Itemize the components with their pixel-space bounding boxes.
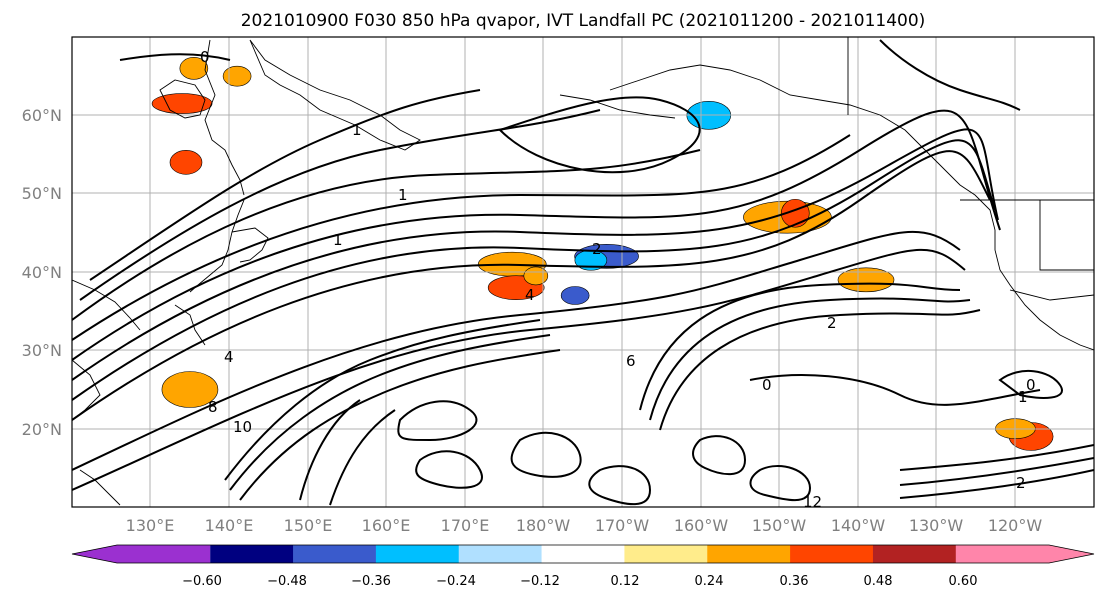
contour-label: 12	[803, 493, 822, 511]
colorbar-tick-label: 0.24	[695, 574, 724, 589]
colorbar-segments	[72, 545, 1094, 563]
qvapor-shaded-region	[560, 286, 590, 305]
lon-label: 150°W	[752, 516, 807, 535]
qvapor-shaded-region	[169, 150, 203, 175]
lat-label: 40°N	[22, 263, 62, 282]
contour-label: 8	[208, 398, 218, 416]
colorbar-tick-label: −0.60	[182, 574, 222, 589]
qvapor-shaded-region	[151, 93, 213, 114]
qvapor-shaded-region	[222, 65, 252, 87]
contour-label: 1	[1018, 388, 1028, 406]
colorbar-extend-high	[955, 545, 1094, 563]
longitude-labels: 130°E 140°E 150°E 160°E 170°E 180°W 170°…	[126, 516, 1043, 535]
colorbar-tick-label: 0.36	[780, 574, 809, 589]
colorbar-segment	[872, 545, 957, 563]
lon-label: 130°E	[126, 516, 175, 535]
contour-label: 6	[626, 352, 636, 370]
lon-label: 150°E	[284, 516, 333, 535]
lon-label: 130°W	[909, 516, 964, 535]
contour-label: 0	[200, 48, 210, 66]
contour-label: 2	[827, 314, 837, 332]
contour-label: 0	[1026, 376, 1036, 394]
map-panel: 0 1 1 1 2 2 2 4 4 6 8 10 12 0 1 0	[72, 37, 1094, 511]
colorbar-segment	[210, 545, 294, 563]
contour-labels: 0 1 1 1 2 2 2 4 4 6 8 10 12 0 1 0	[200, 48, 1036, 511]
lat-label: 30°N	[22, 341, 62, 360]
contour-label: 4	[224, 348, 234, 366]
qvapor-shaded-region	[523, 266, 549, 286]
latitude-labels: 60°N 50°N 40°N 30°N 20°N	[22, 106, 62, 439]
map-frame	[71, 36, 1095, 508]
qvapor-shaded-region	[179, 57, 209, 80]
contour-label: 1	[333, 231, 343, 249]
colorbar-tick-label: −0.24	[436, 574, 476, 589]
plot-title: 2021010900 F030 850 hPa qvapor, IVT Land…	[241, 11, 926, 31]
qvapor-shaded-region	[780, 198, 810, 228]
colorbar-tick-label: 0.60	[949, 574, 978, 589]
lat-label: 60°N	[22, 106, 62, 125]
lon-label: 120°W	[988, 516, 1043, 535]
colorbar-segment	[790, 545, 874, 563]
colorbar-tick-label: −0.36	[351, 574, 391, 589]
contour-label: 4	[525, 286, 535, 304]
colorbar-segment	[541, 545, 625, 563]
contour-label: 10	[233, 418, 252, 436]
colorbar-tick-label: −0.48	[267, 574, 307, 589]
colorbar-extend-low	[72, 545, 211, 563]
colorbar-segment	[707, 545, 791, 563]
contour-label: 2	[1016, 474, 1026, 492]
colorbar-segment	[293, 545, 377, 563]
colorbar: −0.60 −0.48 −0.36 −0.24 −0.12 0.12 0.24 …	[71, 544, 1095, 589]
lat-label: 20°N	[22, 420, 62, 439]
colorbar-tick-labels: −0.60 −0.48 −0.36 −0.24 −0.12 0.12 0.24 …	[182, 574, 977, 589]
contour-label: 1	[398, 186, 408, 204]
lon-label: 160°E	[362, 516, 411, 535]
colorbar-tick-label: −0.12	[520, 574, 560, 589]
contour-label: 2	[592, 240, 602, 258]
colorbar-segment	[458, 545, 543, 563]
qvapor-shaded-region	[161, 371, 219, 408]
lon-label: 140°E	[205, 516, 254, 535]
contour-label: 0	[762, 376, 772, 394]
lon-label: 170°E	[441, 516, 490, 535]
lon-label: 180°W	[516, 516, 571, 535]
lat-label: 50°N	[22, 184, 62, 203]
lon-label: 170°W	[595, 516, 650, 535]
lon-label: 140°W	[831, 516, 886, 535]
qvapor-shaded-region	[837, 267, 895, 293]
colorbar-tick-label: 0.12	[611, 574, 640, 589]
ivt-contours	[72, 39, 1094, 506]
colorbar-segment	[624, 545, 708, 563]
contour-label: 1	[352, 121, 362, 139]
lon-label: 160°W	[674, 516, 729, 535]
colorbar-tick-label: 0.48	[864, 574, 893, 589]
colorbar-segment	[375, 545, 460, 563]
colorbar-outline	[71, 544, 1095, 564]
